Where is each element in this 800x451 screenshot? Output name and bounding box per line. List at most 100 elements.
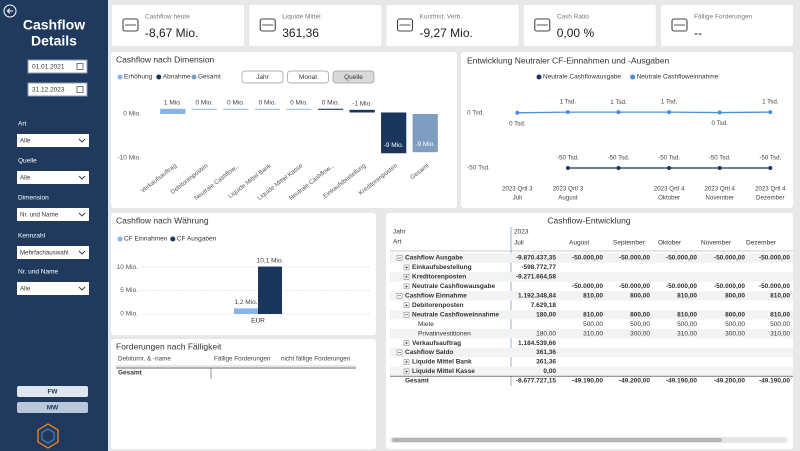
cell: 810,00 (677, 293, 697, 300)
y-tick-label: -50 Tsd. (467, 165, 490, 172)
point (768, 166, 773, 170)
row-label: Neutrale Cashflowausgabe (412, 283, 495, 290)
value-label: -50 Tsd. (658, 155, 680, 162)
cell: 1.192.348,84 (518, 293, 556, 300)
column-header: Debitornr. & -name (118, 356, 171, 363)
cell: 310,00 (677, 330, 697, 337)
y-tick-label: 0 Tsd. (467, 110, 484, 117)
cell: 500,00 (630, 321, 650, 328)
y-tick-label: 5 Mio. (120, 287, 138, 294)
date-input[interactable] (27, 59, 88, 74)
chart-button[interactable] (241, 70, 284, 84)
panel (111, 339, 376, 449)
point (717, 110, 722, 115)
row-band (390, 366, 793, 377)
kpi-card (249, 5, 382, 46)
cell: 500,00 (677, 321, 697, 328)
cell: 180,00 (536, 330, 556, 337)
value-label: 10,1 Mio. (257, 257, 284, 264)
dropdown[interactable] (17, 282, 89, 295)
sidebar (0, 0, 108, 451)
bar (191, 108, 217, 110)
y-tick-label: 10 Mio. (117, 264, 139, 271)
cell: 500,00 (583, 321, 603, 328)
bar (412, 114, 438, 153)
back-button[interactable] (3, 4, 17, 18)
dropdown[interactable] (17, 208, 89, 221)
kpi-value: -8,67 Mio. (145, 26, 198, 40)
cell: -50.000,00 (759, 255, 790, 262)
cell: 810,00 (583, 311, 603, 318)
row-label: Neutrale Cashfloweinnahme (412, 311, 499, 318)
kpi-icon (671, 18, 688, 32)
cell: 800,00 (725, 311, 745, 318)
kpi-icon (122, 18, 139, 32)
toggle-button[interactable] (17, 402, 88, 413)
y-tick-label: -10 Mio. (118, 155, 142, 162)
legend-label: Erhöhung (124, 74, 153, 81)
cell: 810,00 (583, 293, 603, 300)
date-input[interactable] (27, 82, 88, 97)
value-label: -50 Tsd. (759, 155, 781, 162)
calendar-icon (76, 86, 84, 93)
row-band (390, 253, 793, 263)
point (768, 110, 773, 115)
cell: 180,00 (536, 311, 556, 318)
cell: 500,00 (770, 321, 790, 328)
dropdown-chevron (78, 286, 86, 291)
cell: -49.200,00 (714, 378, 745, 385)
value-label: 0 Mio. (195, 99, 213, 106)
back-arrow (6, 8, 13, 14)
sidebar-title: Details (31, 33, 77, 49)
legend-marker (630, 74, 636, 80)
value-label: 1 Tsd. (610, 99, 627, 106)
cell: 310,00 (583, 330, 603, 337)
dropdown[interactable] (17, 134, 89, 147)
dropdown-value: Alle (20, 175, 31, 182)
chart-button[interactable] (332, 70, 375, 84)
cell: 810,00 (770, 311, 790, 318)
scrollbar-thumb[interactable] (392, 438, 722, 442)
bar (254, 108, 281, 110)
cell: 7.629,18 (531, 302, 557, 309)
chart-button-label: Monat (299, 74, 317, 81)
date-text: 01.01.2021 (32, 64, 65, 71)
dropdown[interactable] (17, 246, 89, 259)
cell: -50.000,00 (666, 255, 697, 262)
row-label: Cashflow Ausgabe (405, 255, 463, 262)
point (565, 166, 570, 170)
total-label: Gesamt (118, 370, 143, 377)
bar (223, 108, 249, 110)
chart-button[interactable] (287, 70, 329, 84)
dropdown[interactable] (17, 171, 89, 184)
cell: -9.271.664,58 (516, 274, 557, 281)
kpi-label: Cashflow heute (145, 14, 190, 21)
kpi-icon (259, 18, 276, 32)
month-header: Dezember (746, 240, 777, 247)
value-label: 1 Tsd. (661, 99, 678, 106)
legend-label: Gesamt (198, 74, 221, 81)
row-header: Jahr (393, 229, 406, 236)
x-tick-label: Oktober (658, 195, 680, 202)
cell: 361,36 (536, 359, 556, 366)
row-label: Cashflow Saldo (405, 349, 453, 356)
cell: -50.000,00 (714, 283, 745, 290)
value-label: 0 Mio. (322, 99, 340, 106)
row-label: Einkaufsbestellung (412, 264, 472, 271)
month-header: Oktober (658, 240, 682, 247)
bar (381, 112, 407, 154)
month-header: November (701, 240, 732, 247)
toggle-button[interactable] (17, 386, 88, 397)
cell: 361,36 (536, 349, 556, 356)
legend-marker (170, 236, 176, 242)
filter-label: Kennzahl (18, 233, 46, 240)
x-tick-label: EUR (251, 318, 265, 325)
value-label: -9 Mio. (415, 141, 435, 148)
cell: 800,00 (725, 293, 745, 300)
chart-title: Cashflow nach Währung (116, 215, 209, 225)
x-tick-label: Dezember (756, 195, 785, 202)
cell: -49.200,00 (619, 378, 650, 385)
point (565, 110, 570, 115)
value-label: 1,2 Mio. (234, 299, 257, 306)
